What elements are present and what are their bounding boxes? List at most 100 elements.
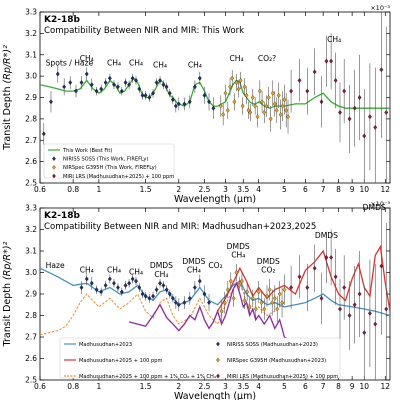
data-point bbox=[140, 92, 145, 98]
x-tick-label: 4 bbox=[256, 185, 261, 194]
data-point bbox=[368, 310, 372, 316]
data-point bbox=[267, 287, 272, 293]
x-tick-label: 6 bbox=[303, 382, 308, 391]
annotation: Spots / Haze bbox=[46, 58, 94, 67]
data-point bbox=[256, 289, 261, 295]
y-tick-label: 2.8 bbox=[25, 311, 37, 320]
data-point bbox=[119, 289, 124, 295]
data-point bbox=[240, 278, 244, 284]
data-point bbox=[134, 77, 138, 83]
y-tick-label: 3.1 bbox=[25, 247, 37, 256]
data-point bbox=[270, 90, 275, 96]
y-axis-label: Transit Depth (Rp/R*)² bbox=[2, 241, 13, 347]
legend-swatch bbox=[216, 341, 220, 347]
x-tick-label: 2 bbox=[176, 382, 181, 391]
annotation: CH₄ bbox=[327, 35, 341, 44]
data-point bbox=[242, 297, 247, 303]
data-point bbox=[232, 99, 237, 105]
x-tick-label: 9 bbox=[350, 382, 355, 391]
data-point bbox=[49, 99, 53, 105]
x-tick-label: 8 bbox=[336, 382, 341, 391]
data-point bbox=[253, 103, 258, 109]
legend-swatch bbox=[52, 173, 56, 179]
legend-swatch bbox=[52, 165, 56, 170]
data-point bbox=[176, 101, 181, 107]
legend-box bbox=[43, 143, 175, 179]
data-point bbox=[79, 285, 84, 291]
y-tick-label: 2.7 bbox=[25, 333, 37, 342]
bottom-panel: 2.5 2.6 2.7 2.8 2.9 3.0 3.1 3.2 3.3 0.6 0.8 1 1.5 2 2.… bbox=[2, 200, 391, 400]
data-point bbox=[151, 90, 155, 96]
x-tick-label: 2 bbox=[176, 185, 181, 194]
y-axis-label-main: Transit Depth bbox=[2, 280, 13, 347]
data-point bbox=[312, 265, 317, 271]
data-point bbox=[342, 285, 347, 291]
data-point bbox=[247, 304, 252, 310]
data-point bbox=[238, 77, 243, 83]
data-point bbox=[164, 84, 169, 90]
annotation: CH₄ bbox=[229, 54, 243, 63]
data-point bbox=[74, 88, 78, 94]
data-point bbox=[338, 110, 342, 115]
data-point bbox=[127, 82, 132, 88]
data-point bbox=[347, 313, 352, 318]
legend-box bbox=[59, 337, 341, 379]
data-point bbox=[107, 75, 112, 81]
data-point bbox=[384, 110, 389, 115]
data-point bbox=[164, 287, 169, 293]
data-point bbox=[333, 274, 338, 280]
data-point bbox=[278, 112, 283, 118]
legend-label: NIRISS SOSS (This Work, FIREFLy) bbox=[63, 156, 148, 162]
annotation: CH₄ bbox=[129, 268, 143, 277]
data-point bbox=[272, 101, 277, 107]
y-tick-label: 2.6 bbox=[25, 157, 37, 166]
series-line-2 bbox=[40, 280, 285, 336]
data-point bbox=[84, 71, 89, 77]
x-tick-label: 8 bbox=[336, 185, 341, 194]
data-point bbox=[352, 105, 357, 111]
data-point bbox=[338, 306, 342, 312]
data-point bbox=[225, 287, 230, 293]
data-point bbox=[272, 295, 277, 301]
y-tick-label: 2.8 bbox=[25, 114, 37, 123]
data-point bbox=[329, 58, 334, 64]
data-point bbox=[192, 285, 197, 291]
annotation: DMDS bbox=[257, 257, 280, 266]
data-point bbox=[192, 84, 197, 90]
annotation: CO₂? bbox=[258, 54, 276, 63]
y-tick-label: 2.9 bbox=[25, 93, 37, 102]
data-point bbox=[265, 293, 269, 299]
data-point bbox=[368, 114, 372, 120]
x-tick-label: 3.5 bbox=[237, 382, 249, 391]
data-point bbox=[176, 302, 181, 308]
y-tick-label: 2.5 bbox=[25, 376, 37, 385]
data-point bbox=[275, 306, 280, 312]
data-point bbox=[384, 306, 389, 312]
x-tick-label: 5 bbox=[282, 185, 287, 194]
legend-label: NIRSpec G395H (This Work, FIREFLy) bbox=[63, 165, 157, 171]
data-point bbox=[276, 92, 281, 98]
data-point bbox=[255, 114, 260, 120]
data-point bbox=[94, 287, 99, 293]
data-point bbox=[329, 254, 334, 260]
data-point bbox=[245, 289, 250, 295]
legend-label: NIRISS SOSS (Madhusudhan+2023) bbox=[227, 342, 318, 348]
data-point bbox=[262, 110, 267, 115]
data-point bbox=[167, 291, 172, 297]
data-point bbox=[197, 75, 202, 81]
data-point bbox=[84, 276, 89, 282]
y-multiplier: ×10⁻³ bbox=[370, 200, 390, 208]
y-axis-label-formula: (Rp/R*)² bbox=[2, 45, 13, 84]
data-point bbox=[112, 82, 116, 88]
y-tick-label: 3.0 bbox=[25, 72, 37, 81]
data-point bbox=[373, 124, 378, 130]
chart-title: Compatibility Between NIR and MIR: Madhu… bbox=[44, 222, 316, 232]
x-tick-label: 10 bbox=[360, 185, 370, 194]
data-point bbox=[312, 69, 317, 75]
data-point bbox=[207, 99, 211, 105]
annotation: CH₄ bbox=[188, 61, 202, 70]
data-point bbox=[260, 99, 264, 105]
y-axis-label-main: Transit Depth bbox=[2, 83, 13, 150]
data-point bbox=[221, 112, 226, 118]
data-point bbox=[127, 280, 132, 286]
